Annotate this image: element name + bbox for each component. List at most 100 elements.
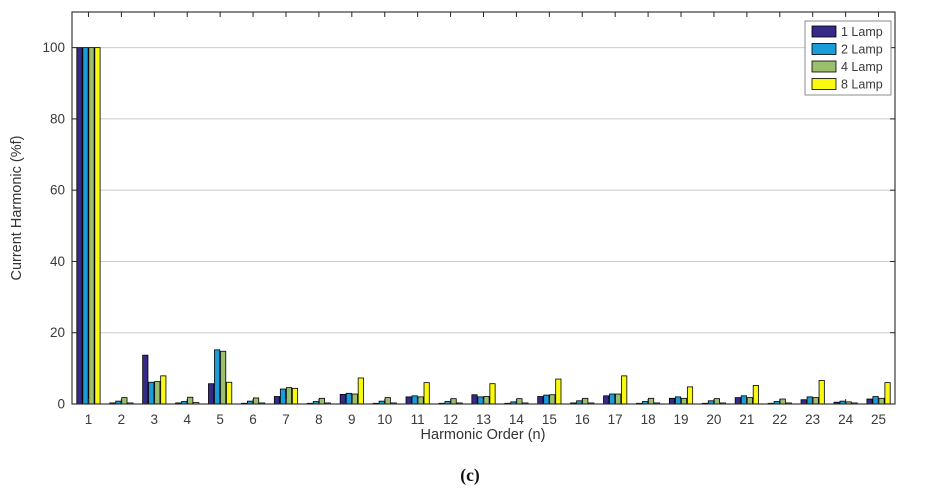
bar-4-lamp <box>713 398 720 405</box>
bar-4-lamp <box>878 397 885 405</box>
bar-2-lamp <box>674 396 682 405</box>
y-tick-label: 100 <box>42 40 65 55</box>
bar-1-lamp <box>142 354 149 405</box>
x-tick-label: 4 <box>183 412 191 427</box>
legend-label: 8 Lamp <box>841 78 883 92</box>
legend-label: 2 Lamp <box>841 43 883 57</box>
bar-2-lamp <box>543 394 550 405</box>
bar-4-lamp <box>88 47 95 405</box>
bar-8-lamp <box>94 47 101 405</box>
bar-1-lamp <box>800 399 807 405</box>
bar-4-lamp <box>187 396 194 405</box>
bar-8-lamp <box>291 387 299 405</box>
x-tick-label: 12 <box>443 412 458 427</box>
bar-2-lamp <box>345 392 352 405</box>
bar-4-lamp <box>549 394 556 405</box>
bar-2-lamp <box>477 396 484 405</box>
x-tick-label: 14 <box>509 412 525 427</box>
bar-1-lamp <box>339 393 346 405</box>
x-tick-label: 22 <box>772 412 787 427</box>
bar-4-lamp <box>318 397 325 405</box>
bar-4-lamp <box>516 398 523 405</box>
bar-8-lamp <box>621 375 628 405</box>
bar-1-lamp <box>668 397 676 405</box>
bar-4-lamp <box>812 397 819 405</box>
legend-label: 1 Lamp <box>841 25 883 39</box>
bar-2-lamp <box>740 395 747 405</box>
x-tick-label: 7 <box>282 412 290 427</box>
bar-2-lamp <box>806 396 813 405</box>
x-tick-label: 10 <box>377 412 392 427</box>
bar-2-lamp <box>214 349 221 405</box>
legend-swatch-4-lamp <box>811 60 837 73</box>
x-tick-label: 8 <box>315 412 323 427</box>
bar-4-lamp <box>253 397 260 405</box>
bar-1-lamp <box>208 383 215 405</box>
legend: 1 Lamp 2 Lamp 4 Lamp 8 Lamp <box>804 20 892 96</box>
bar-4-lamp <box>384 397 391 405</box>
x-tick-label: 25 <box>871 412 886 427</box>
bar-1-lamp <box>76 47 83 405</box>
axis-box <box>71 11 896 405</box>
x-axis-title: Harmonic Order (n) <box>421 427 546 443</box>
bar-4-lamp <box>680 397 688 405</box>
bar-8-lamp <box>686 386 694 405</box>
bar-8-lamp <box>160 375 167 405</box>
bar-4-lamp <box>582 397 589 405</box>
x-tick-label: 21 <box>739 412 754 427</box>
x-tick-label: 13 <box>476 412 491 427</box>
bar-8-lamp <box>555 378 562 405</box>
bar-2-lamp <box>279 388 287 405</box>
x-tick-label: 15 <box>542 412 557 427</box>
bar-8-lamp <box>752 385 759 405</box>
y-tick-label: 40 <box>50 254 65 269</box>
y-tick-label: 0 <box>57 397 65 412</box>
x-tick-label: 2 <box>118 412 126 427</box>
x-tick-label: 16 <box>575 412 590 427</box>
bar-1-lamp <box>866 398 873 405</box>
bar-8-lamp <box>489 383 496 405</box>
x-tick-label: 6 <box>249 412 257 427</box>
x-tick-label: 19 <box>674 412 689 427</box>
x-tick-label: 20 <box>706 412 721 427</box>
legend-label: 4 Lamp <box>841 60 883 74</box>
bar-8-lamp <box>357 377 364 405</box>
x-tick-label: 3 <box>151 412 159 427</box>
y-tick-label: 60 <box>50 183 65 198</box>
bar-2-lamp <box>411 395 418 405</box>
bar-4-lamp <box>121 397 128 405</box>
bar-1-lamp <box>405 396 412 405</box>
bar-1-lamp <box>471 394 478 405</box>
bar-1-lamp <box>603 395 610 405</box>
bar-8-lamp <box>226 381 233 405</box>
bar-4-lamp <box>417 396 424 405</box>
bar-4-lamp <box>746 397 753 405</box>
legend-swatch-1-lamp <box>811 25 837 38</box>
bar-1-lamp <box>537 396 544 405</box>
y-tick-label: 80 <box>50 111 65 126</box>
x-tick-label: 24 <box>838 412 854 427</box>
x-tick-label: 17 <box>608 412 623 427</box>
x-tick-label: 23 <box>805 412 820 427</box>
bar-8-lamp <box>818 380 825 405</box>
bar-4-lamp <box>450 398 457 405</box>
bar-4-lamp <box>154 381 161 405</box>
bar-4-lamp <box>779 398 786 405</box>
bar-4-lamp <box>285 387 293 405</box>
x-tick-label: 11 <box>411 412 425 427</box>
bar-4-lamp <box>648 397 655 405</box>
x-tick-label: 18 <box>641 412 656 427</box>
figure-caption: (c) <box>460 465 480 485</box>
bar-2-lamp <box>82 47 89 405</box>
bar-4-lamp <box>615 393 622 405</box>
y-tick-label: 20 <box>50 325 65 340</box>
bar-8-lamp <box>423 382 430 405</box>
legend-swatch-2-lamp <box>811 43 837 55</box>
x-tick-label: 5 <box>216 412 224 427</box>
bar-2-lamp <box>872 396 879 405</box>
bar-8-lamp <box>884 382 891 405</box>
y-axis-title: Current Harmonic (%f) <box>9 135 25 280</box>
x-tick-label: 1 <box>85 412 93 427</box>
